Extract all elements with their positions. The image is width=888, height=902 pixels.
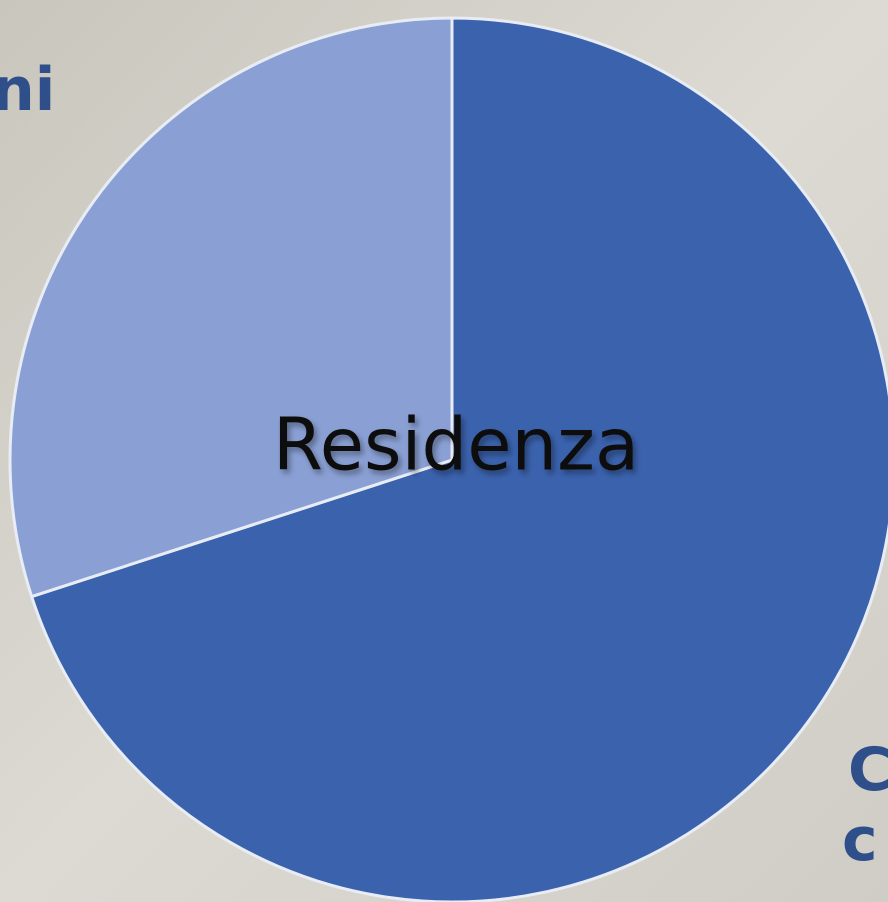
background-text: C bbox=[848, 735, 888, 805]
pie bbox=[8, 16, 888, 902]
pie-slice bbox=[29, 16, 888, 902]
center-label: Residenza bbox=[273, 403, 639, 487]
background-text: ni bbox=[0, 55, 55, 125]
background-text: c bbox=[842, 805, 878, 875]
pie-slice bbox=[8, 16, 454, 599]
